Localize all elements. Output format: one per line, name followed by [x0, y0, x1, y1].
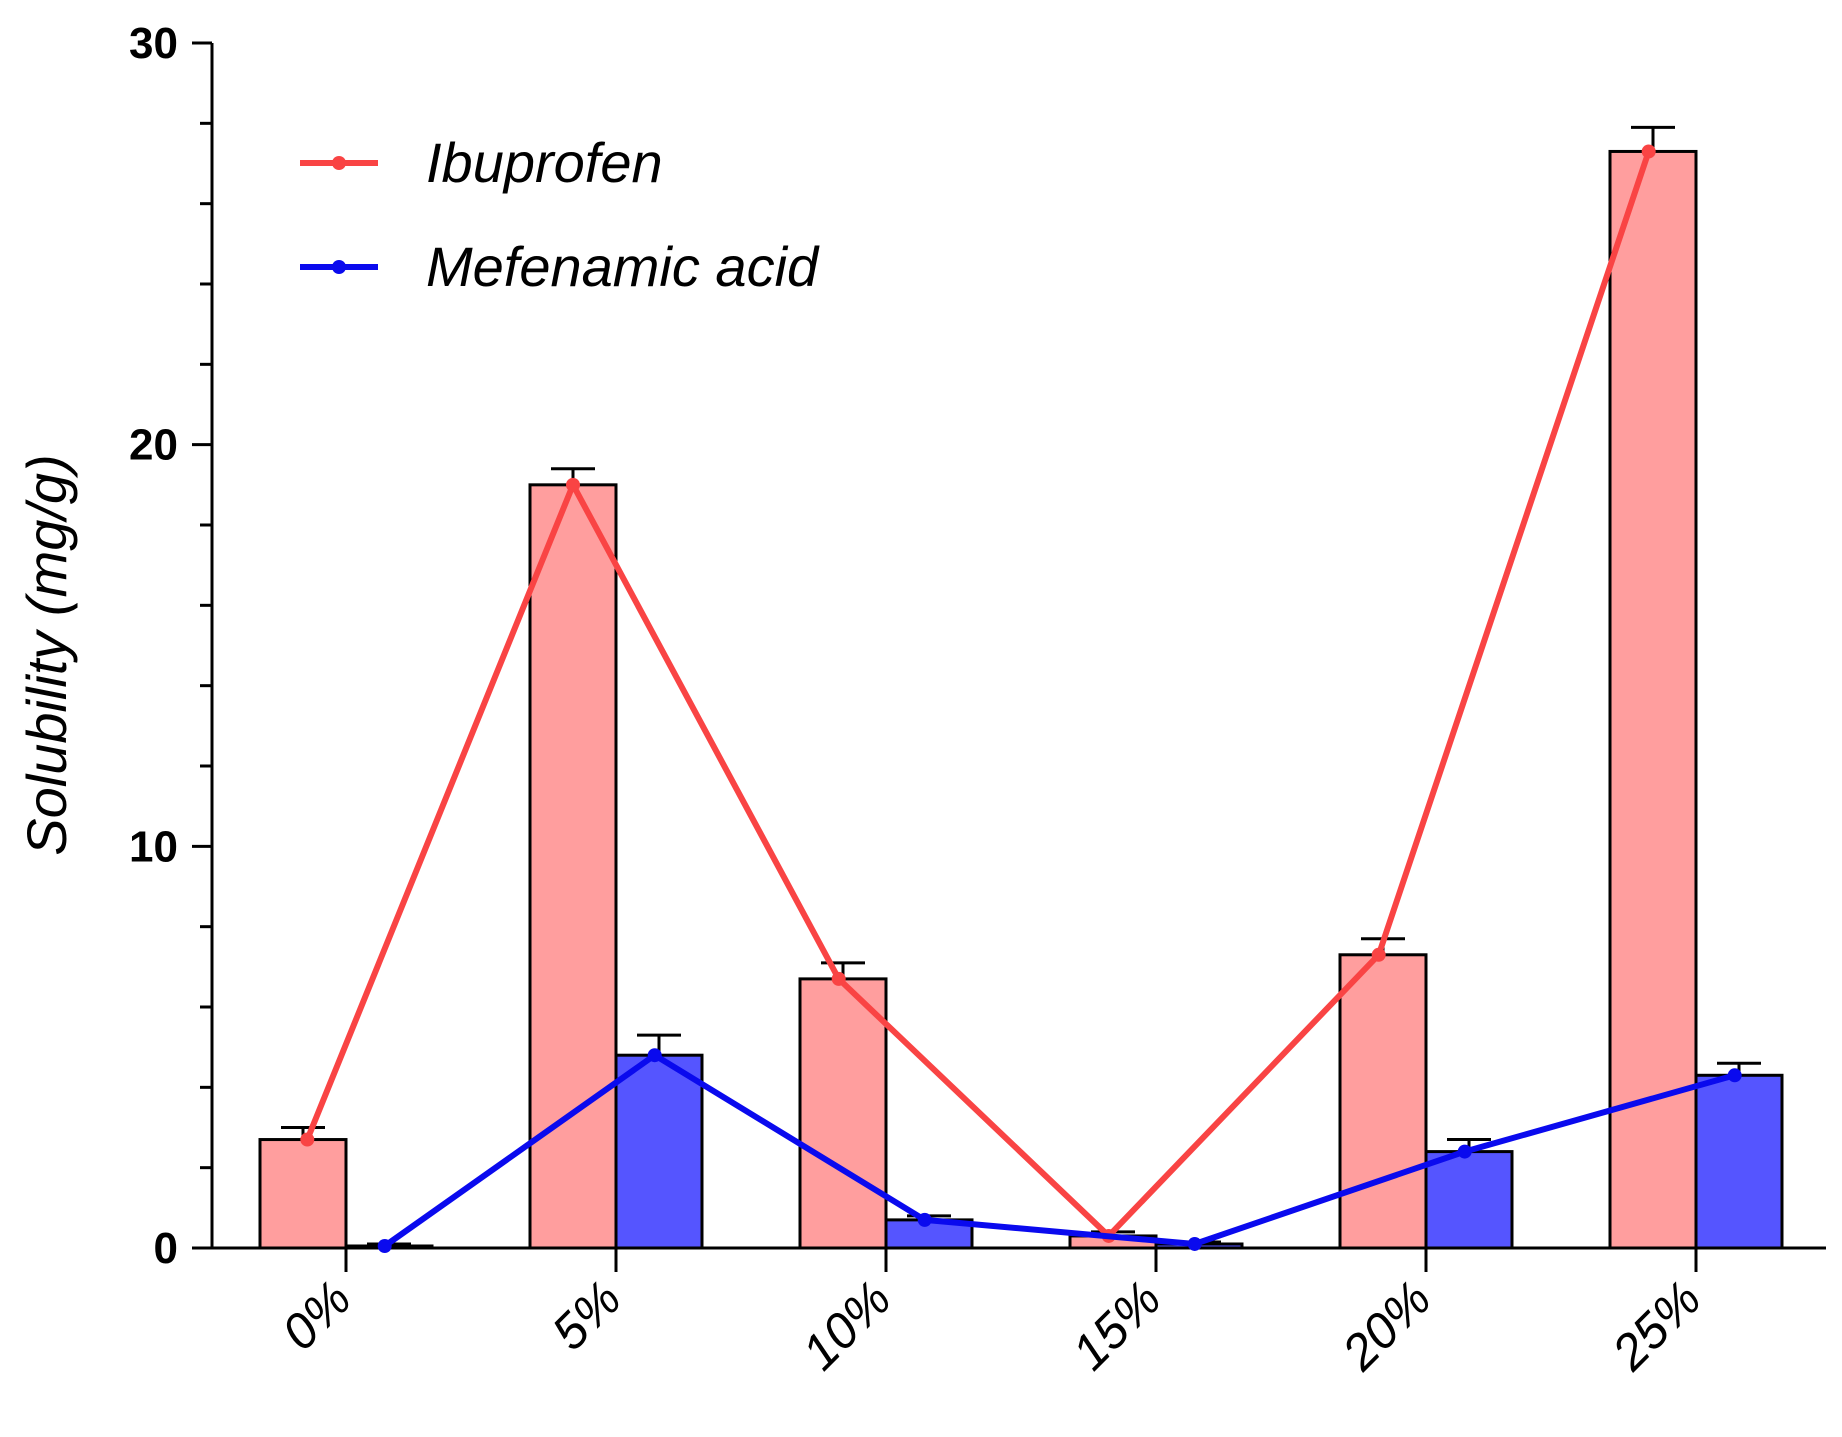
- y-tick-label: 0: [154, 1224, 178, 1273]
- legend: Ibuprofen Mefenamic acid: [300, 131, 820, 298]
- series-point-0: [1371, 947, 1386, 962]
- bar-1-5: [1694, 1073, 1784, 1250]
- bar-0-0: [258, 1138, 348, 1250]
- bar-0-4: [1338, 953, 1428, 1250]
- bar-1-1: [614, 1053, 704, 1250]
- series-point-1: [917, 1212, 932, 1227]
- series-point-0: [831, 971, 846, 986]
- series-lines: [300, 144, 1742, 1253]
- series-point-1: [647, 1048, 662, 1063]
- series-line-0: [304, 150, 1652, 1239]
- series-point-1: [377, 1238, 392, 1253]
- series-point-1: [1727, 1068, 1742, 1083]
- series-point-0: [1641, 144, 1656, 159]
- legend-marker-0: [332, 156, 346, 170]
- bar-0-1: [528, 483, 618, 1250]
- bar-0-2: [798, 977, 888, 1250]
- bars: [258, 149, 1784, 1250]
- legend-marker-1: [332, 260, 346, 274]
- y-tick-label: 20: [129, 421, 178, 470]
- x-tick-label: 10%: [791, 1270, 901, 1380]
- series-point-0: [566, 477, 580, 492]
- axes: [192, 41, 1826, 1272]
- x-tick-label: 5%: [541, 1270, 632, 1361]
- x-tick-label: 20%: [1331, 1270, 1442, 1381]
- series-line-1: [382, 1052, 1736, 1249]
- bar-0-5: [1608, 149, 1698, 1250]
- legend-label-0: Ibuprofen: [426, 131, 663, 194]
- x-tick-label: 15%: [1061, 1270, 1171, 1380]
- x-tick-label: 0%: [271, 1270, 362, 1361]
- y-axis-title: Solubility (mg/g): [15, 454, 78, 855]
- x-tick-label: 25%: [1601, 1270, 1712, 1381]
- legend-label-1: Mefenamic acid: [426, 235, 820, 298]
- series-point-1: [1457, 1144, 1472, 1159]
- series-point-1: [1187, 1236, 1202, 1251]
- y-tick-label: 10: [129, 822, 178, 871]
- bar-1-4: [1424, 1150, 1514, 1250]
- series-point-0: [300, 1132, 315, 1147]
- y-tick-label: 30: [129, 19, 178, 68]
